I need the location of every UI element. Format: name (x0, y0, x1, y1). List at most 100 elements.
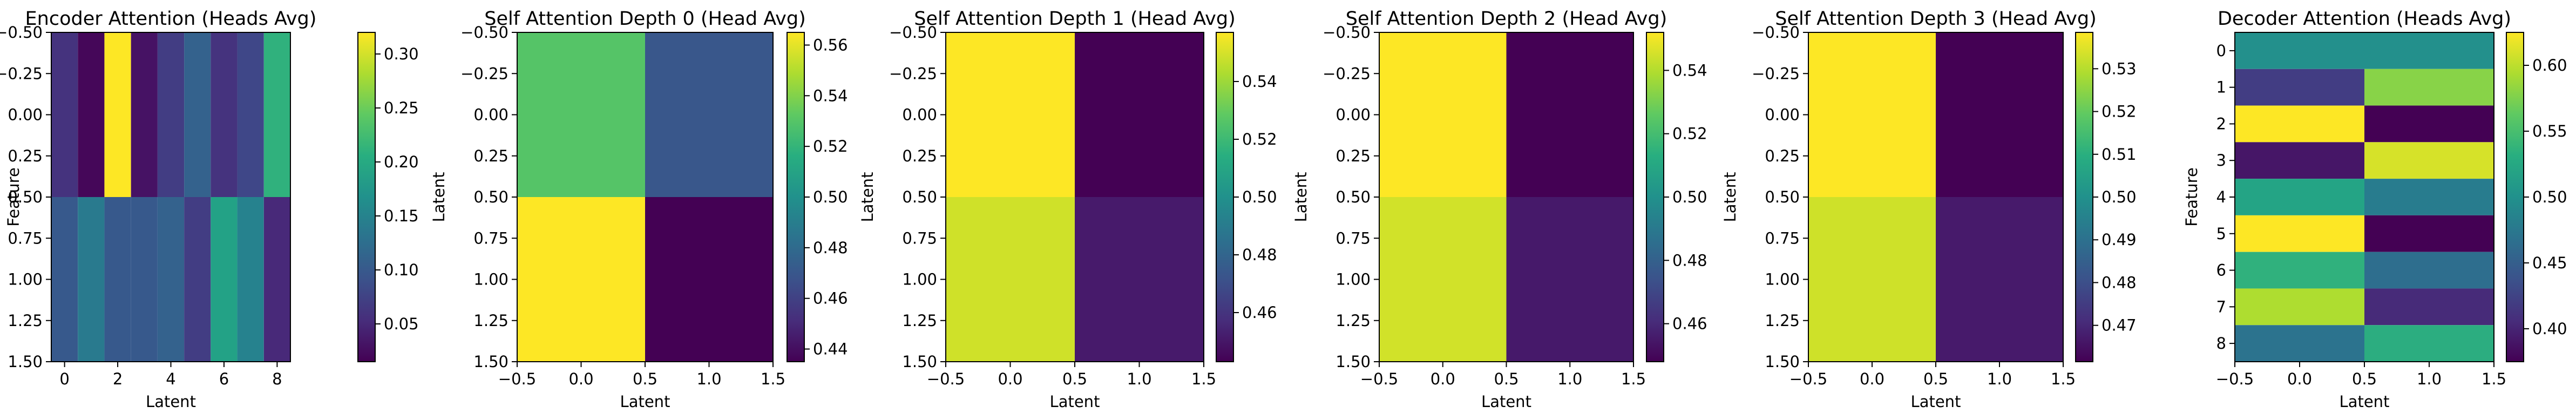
y-tick-label: −0.25 (1323, 64, 1371, 83)
y-tick-label: 1.00 (8, 270, 43, 289)
heatmap-cell (104, 197, 131, 362)
heatmap-cell (78, 32, 105, 197)
heatmap-cell (2235, 215, 2364, 252)
heatmap-cell (2364, 325, 2494, 362)
colorbar-tick-label: 0.10 (384, 261, 419, 279)
colorbar-tick-label: 0.50 (1672, 188, 1707, 206)
chart-title: Self Attention Depth 0 (Head Avg) (484, 8, 805, 30)
y-tick-label: 0 (2216, 42, 2226, 60)
y-axis-label: Latent (430, 172, 448, 222)
colorbar: 0.47 0.48 0.49 0.50 0.51 0.52 0.53 (2075, 32, 2137, 362)
y-tick-label: 0.50 (8, 188, 43, 206)
colorbar-tick-label: 0.47 (2102, 316, 2137, 335)
x-tick-label: 1.0 (1127, 370, 1151, 388)
colorbar-tick-label: 0.15 (384, 207, 419, 225)
y-tick-label: 1.50 (1336, 353, 1371, 371)
heatmap-cell (2364, 69, 2494, 106)
y-tick-label: 0.75 (902, 229, 937, 247)
heatmap-cell (237, 197, 264, 362)
heatmap-cell (211, 197, 238, 362)
colorbar-tick-label: 0.48 (2102, 273, 2137, 292)
heatmap-cell (51, 197, 78, 362)
colorbar-tick-label: 0.52 (2102, 103, 2137, 121)
colorbar-gradient (787, 32, 804, 362)
heatmap-cell (2364, 105, 2494, 143)
heatmap-cell (2235, 142, 2364, 179)
y-tick-label: 0.25 (1765, 147, 1800, 165)
heatmap-cell (517, 197, 645, 362)
heatmap-cell (2235, 32, 2364, 69)
y-tick-label: 0.00 (1336, 106, 1371, 124)
colorbar-gradient (2506, 32, 2524, 362)
y-tick-label: −0.25 (0, 64, 43, 83)
colorbar-tick-label: 0.50 (1242, 188, 1277, 206)
colorbar: 0.05 0.10 0.15 0.20 0.25 0.30 (357, 32, 419, 362)
y-tick-label: 0.75 (1765, 229, 1800, 247)
colorbar-tick-label: 0.60 (2532, 56, 2567, 74)
heatmap-cell (946, 197, 1075, 362)
heatmap-cell (2364, 215, 2494, 252)
colorbar: 0.46 0.48 0.50 0.52 0.54 (1216, 32, 1277, 362)
colorbar-tick-label: 0.45 (2532, 254, 2567, 272)
colorbar: 0.46 0.48 0.50 0.52 0.54 (1646, 32, 1707, 362)
colorbar-tick-label: 0.05 (384, 315, 419, 333)
x-tick-label: 0.0 (1860, 370, 1884, 388)
chart-panel-2: Self Attention Depth 0 (Head Avg) −0.5 0.0… (430, 8, 848, 411)
heatmap-cell (184, 197, 211, 362)
heatmap-cell (2235, 252, 2364, 289)
heatmap-cell (157, 32, 185, 197)
x-tick-label: 0.0 (1431, 370, 1455, 388)
heatmap-cell (2235, 288, 2364, 326)
colorbar-tick-label: 0.48 (813, 239, 848, 257)
colorbar-tick-label: 0.46 (1242, 303, 1277, 322)
y-axis-label: Feature (2182, 167, 2201, 227)
colorbar-tick-label: 0.54 (1672, 61, 1707, 79)
y-axis-label: Latent (858, 172, 877, 222)
heatmap-cell (517, 32, 645, 197)
colorbar-tick-label: 0.51 (2102, 145, 2137, 164)
x-tick-label: −0.5 (1360, 370, 1398, 388)
x-axis-label: Latent (1911, 392, 1961, 411)
x-tick-label: −0.5 (927, 370, 965, 388)
x-tick-label: 0.0 (2287, 370, 2312, 388)
chart-title: Self Attention Depth 3 (Head Avg) (1775, 8, 2096, 30)
y-tick-label: 2 (2216, 114, 2226, 133)
colorbar-gradient (2076, 32, 2093, 362)
y-tick-label: −0.50 (0, 23, 43, 42)
colorbar-tick-label: 0.50 (2532, 188, 2567, 206)
heatmap-cell (263, 197, 290, 362)
y-axis-label: Latent (1721, 172, 1739, 222)
heatmap-cell (131, 197, 158, 362)
heatmap-cell (645, 197, 773, 362)
colorbar-tick-label: 0.44 (813, 340, 848, 358)
heatmap-cell (2235, 105, 2364, 143)
heatmap-cell (2235, 179, 2364, 215)
y-tick-label: 0.50 (1765, 188, 1800, 206)
colorbar-tick-label: 0.20 (384, 153, 419, 171)
heatmap-cell (1936, 32, 2063, 197)
heatmap-cell (2235, 325, 2364, 362)
colorbar-frame (357, 32, 376, 362)
x-tick-label: −0.5 (498, 370, 536, 388)
chart-title: Self Attention Depth 2 (Head Avg) (1346, 8, 1667, 30)
y-tick-label: 0.75 (1336, 229, 1371, 247)
y-axis-label: Feature (4, 167, 23, 227)
chart-title: Decoder Attention (Heads Avg) (2218, 8, 2511, 30)
heatmap-cell (211, 32, 238, 197)
heatmap-cell (1075, 32, 1204, 197)
chart-panel-1: Encoder Attention (Heads Avg) 0 2 4 6 8 −0.50 −… (0, 8, 419, 411)
y-tick-label: 7 (2216, 297, 2226, 316)
colorbar-gradient (1216, 32, 1233, 362)
colorbar-tick-label: 0.55 (2532, 122, 2567, 140)
chart-panel-3: Self Attention Depth 1 (Head Avg) −0.5 0.0… (858, 8, 1277, 411)
x-tick-label: 1.0 (2417, 370, 2442, 388)
y-tick-label: −0.25 (460, 64, 509, 83)
y-tick-label: 0.25 (473, 147, 509, 165)
colorbar-tick-label: 0.25 (384, 99, 419, 117)
y-tick-label: 0.00 (902, 106, 937, 124)
heatmap-cell (1379, 32, 1507, 197)
x-tick-label: 1.0 (1557, 370, 1582, 388)
heatmap-cell (1808, 197, 1936, 362)
colorbar-tick-label: 0.48 (1242, 246, 1277, 264)
heatmap-cell (1379, 197, 1507, 362)
